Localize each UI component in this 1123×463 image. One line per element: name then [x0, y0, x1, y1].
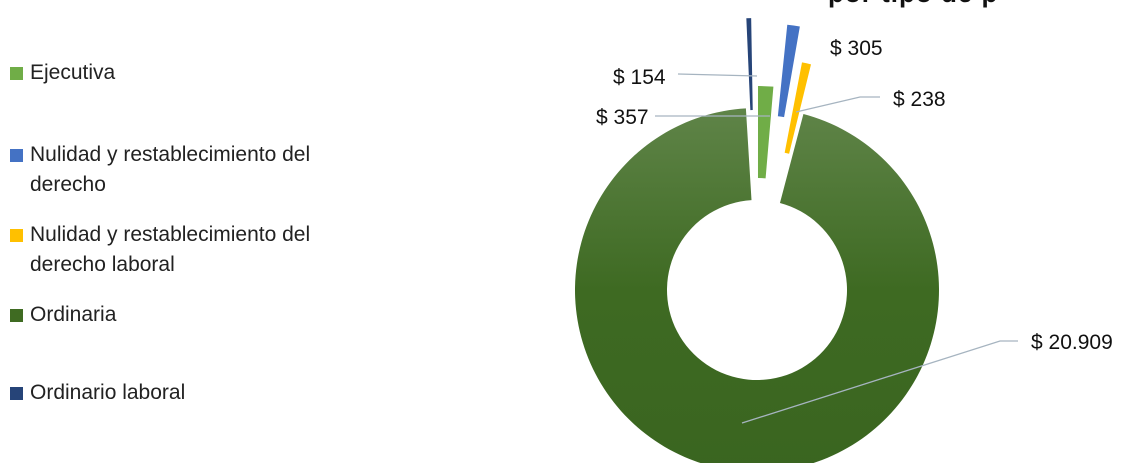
slice-nulidad-y-restablecimiento-del-derecho-laboral	[784, 62, 812, 154]
legend-item-nulidad-restablecimiento-laboral: Nulidad y restablecimiento del derecho l…	[10, 220, 360, 280]
legend-item-ordinario-laboral: Ordinario laboral	[10, 378, 360, 408]
leader-line-nulidad-y-restablecimiento-del-derecho-laboral	[795, 96, 880, 113]
data-label-nulidad-y-restablecimiento-del-derecho-laboral: $ 238	[893, 88, 946, 111]
legend-swatch	[10, 309, 23, 322]
data-label-ordinario-laboral: $ 154	[613, 66, 666, 89]
legend-label: Ejecutiva	[30, 61, 116, 84]
leader-line-ordinario-laboral	[677, 73, 758, 77]
legend-item-ejecutiva: Ejecutiva	[10, 58, 360, 88]
legend-item-ordinaria: Ordinaria	[10, 300, 360, 330]
data-label-nulidad-y-restablecimiento-del-derecho: $ 305	[830, 37, 883, 60]
leader-line-ordinaria	[741, 340, 1018, 424]
legend-swatch	[10, 387, 23, 400]
legend-label: Nulidad y restablecimiento del derecho	[30, 143, 311, 196]
legend-label: Ordinario laboral	[30, 381, 186, 404]
chart-title: por tipo de p	[828, 0, 998, 9]
legend-swatch	[10, 229, 23, 242]
legend-swatch	[10, 149, 23, 162]
data-label-ordinaria: $ 20.909	[1031, 331, 1113, 354]
legend-label: Ordinaria	[30, 303, 117, 326]
legend-item-nulidad-restablecimiento: Nulidad y restablecimiento del derecho	[10, 140, 360, 200]
slice-ordinaria	[575, 108, 939, 463]
slice-nulidad-y-restablecimiento-del-derecho	[777, 24, 800, 118]
slice-ordinario-laboral	[746, 18, 753, 111]
legend-label: Nulidad y restablecimiento del derecho l…	[30, 223, 311, 276]
legend-swatch	[10, 67, 23, 80]
slice-ejecutiva	[757, 86, 774, 179]
data-label-ejecutiva: $ 357	[596, 106, 649, 129]
